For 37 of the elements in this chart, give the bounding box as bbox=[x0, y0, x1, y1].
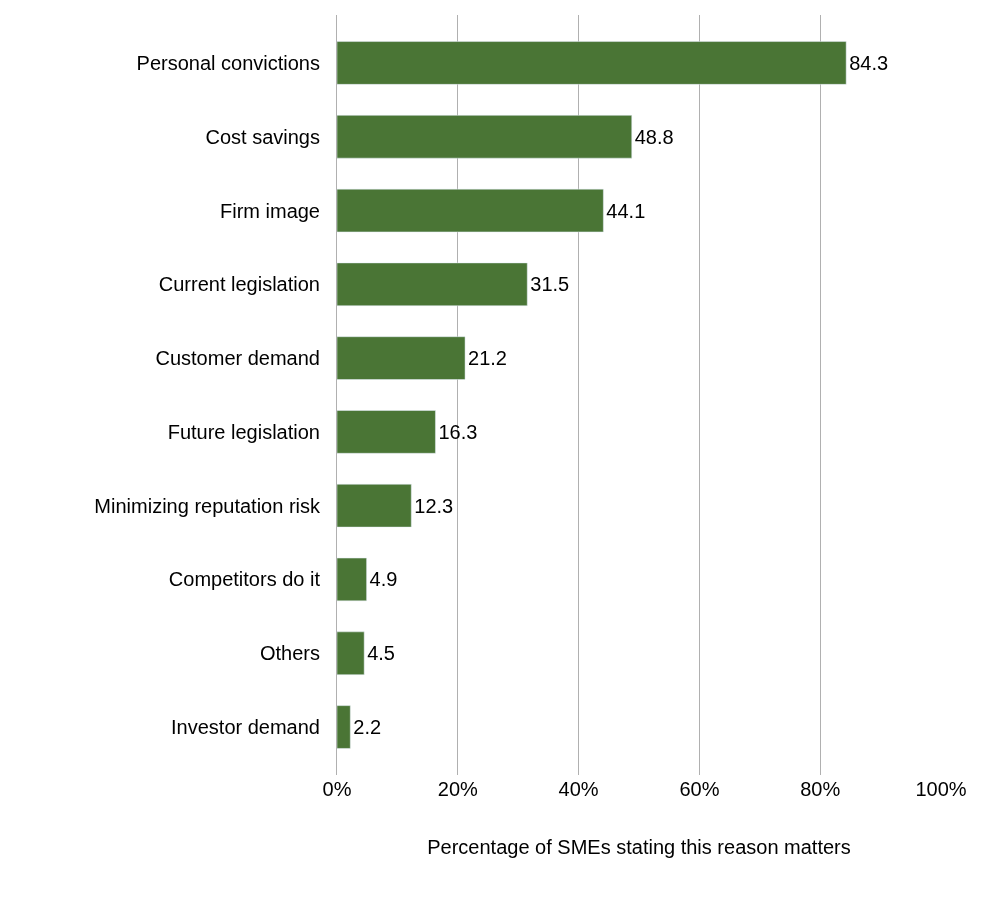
y-tick-label: Future legislation bbox=[167, 420, 320, 443]
data-label: 4.5 bbox=[367, 642, 395, 665]
x-tick-label: 0% bbox=[322, 778, 352, 800]
data-label: 84.3 bbox=[849, 51, 889, 74]
data-label: 4.9 bbox=[369, 568, 398, 591]
bar bbox=[337, 484, 412, 528]
y-tick-label: Others bbox=[259, 642, 320, 665]
bar bbox=[337, 631, 365, 675]
bar bbox=[337, 557, 367, 602]
x-tick-label: 20% bbox=[437, 778, 479, 800]
data-label: 48.8 bbox=[634, 125, 674, 148]
bar bbox=[337, 115, 632, 159]
data-label: 2.2 bbox=[353, 716, 382, 739]
y-tick-label: Investor demand bbox=[171, 716, 320, 739]
bar bbox=[337, 410, 436, 454]
y-tick-label: Customer demand bbox=[155, 347, 320, 370]
bar bbox=[337, 705, 351, 749]
x-tick-label: 80% bbox=[800, 778, 841, 800]
y-tick-label: Firm image bbox=[219, 199, 320, 222]
bar bbox=[337, 41, 847, 85]
x-tick-label: 60% bbox=[679, 778, 720, 800]
y-tick-label: Cost savings bbox=[205, 125, 320, 148]
bar bbox=[337, 188, 604, 233]
data-label: 12.3 bbox=[414, 494, 454, 517]
y-tick-label: Competitors do it bbox=[168, 568, 321, 591]
data-label: 31.5 bbox=[530, 273, 570, 296]
data-label: 21.2 bbox=[468, 347, 507, 370]
y-tick-label: Personal convictions bbox=[136, 51, 320, 74]
data-label: 16.3 bbox=[438, 420, 478, 443]
y-tick-label: Minimizing reputation risk bbox=[94, 494, 321, 517]
data-label: 44.1 bbox=[606, 199, 646, 222]
bar bbox=[337, 336, 466, 380]
y-tick-label: Current legislation bbox=[158, 273, 320, 296]
x-tick-label: 100% bbox=[915, 778, 967, 800]
bar bbox=[337, 262, 528, 306]
x-tick-label: 40% bbox=[558, 778, 599, 800]
x-axis-title: Percentage of SMEs stating this reason matters bbox=[427, 835, 851, 858]
